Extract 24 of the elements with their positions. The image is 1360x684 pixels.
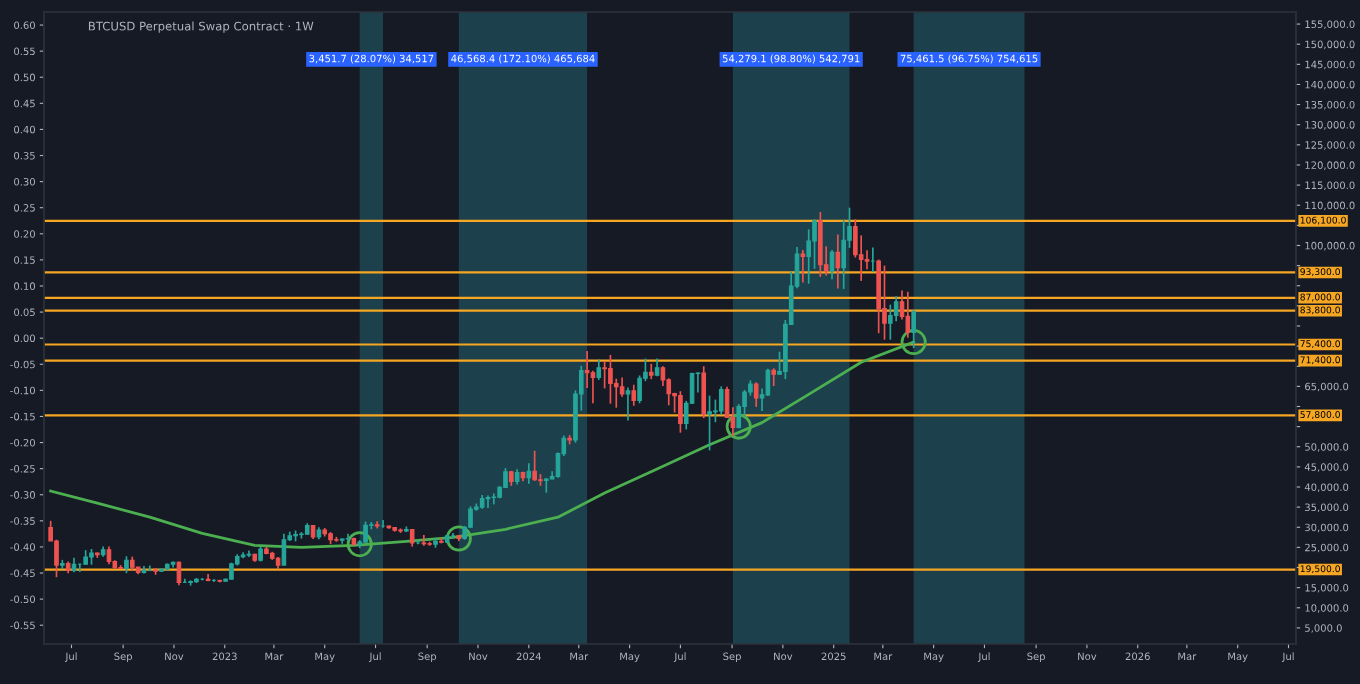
candlestick [532,449,537,482]
candlestick [678,390,683,434]
candlestick [491,492,497,506]
candlestick [718,385,724,416]
candlestick [543,477,549,494]
candlestick [701,365,707,420]
candlestick [707,394,712,452]
candlestick [818,211,823,278]
candlestick [631,383,637,407]
candlestick [380,519,386,529]
candlestick [876,258,881,335]
candlestick [753,381,759,408]
candlestick [625,386,631,422]
candlestick [421,534,427,547]
candlestick [905,290,911,339]
candlestick [911,309,916,349]
candlestick [608,354,613,405]
candlestick [596,358,602,381]
candlestick [363,520,368,543]
candlestick [800,249,806,284]
candlestick [888,303,893,341]
candlestick [882,264,887,341]
candlestick [835,233,841,290]
candlestick [526,462,532,485]
